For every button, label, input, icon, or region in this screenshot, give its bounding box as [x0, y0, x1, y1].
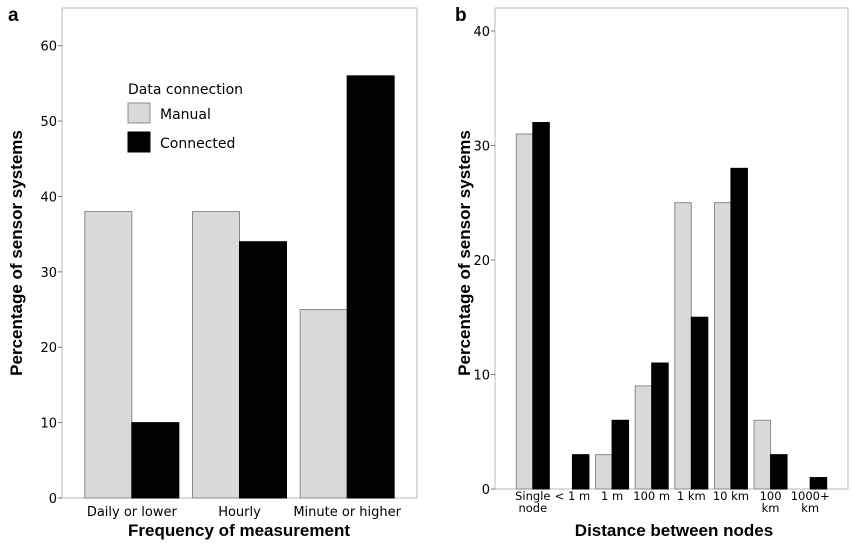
x-tick-label-line: 10 km: [713, 489, 749, 503]
y-tick-label: 40: [40, 190, 57, 205]
panel-b-chart: b Percentage of sensor systems Distance …: [455, 5, 849, 540]
panel-b-bars: [515, 122, 828, 490]
panel-a-chart: a Percentage of sensor systems Frequency…: [7, 5, 418, 540]
bar-connected: [571, 454, 590, 490]
bar-connected: [809, 477, 828, 490]
y-tick-label: 30: [473, 139, 490, 154]
x-tick-label: 100 m: [633, 489, 670, 503]
y-tick-label: 0: [49, 492, 57, 507]
bar-connected: [690, 316, 709, 490]
x-tick-label-line: 1 km: [677, 489, 706, 503]
x-tick-label-line: Single: [515, 489, 550, 503]
bar-connected: [651, 362, 669, 490]
legend-label-connected: Connected: [160, 136, 235, 152]
panel-b-letter: b: [455, 5, 467, 26]
panel-a-xlabel: Frequency of measurement: [128, 521, 350, 540]
x-tick-label: 1 km: [677, 489, 706, 503]
x-tick-label-line: 1000+: [791, 489, 830, 503]
bar-connected: [730, 167, 748, 490]
panel-a-x-ticks: Daily or lower Hourly Minute or higher: [87, 505, 402, 520]
y-tick-label: 40: [473, 25, 490, 40]
x-tick-label-line: 100: [760, 489, 782, 503]
panel-b-y-ticks: 0 10 20 30 40: [473, 25, 495, 498]
x-tick-label: < 1 m: [555, 489, 590, 503]
panel-a-legend: Data connection Manual Connected: [127, 82, 243, 153]
panel-a-y-ticks: 0 10 20 30 40 50 60: [40, 40, 62, 507]
x-tick-label-line: 100 m: [633, 489, 670, 503]
bar-connected: [131, 422, 180, 499]
x-tick-label-line: Daily or lower: [87, 505, 178, 520]
x-tick-label-line: Minute or higher: [293, 505, 401, 520]
legend-swatch-manual: [127, 102, 151, 124]
bar-connected: [532, 122, 550, 490]
legend-label-manual: Manual: [160, 107, 211, 123]
x-tick-label: Daily or lower: [87, 505, 178, 520]
bar-manual: [515, 133, 534, 490]
bar-connected: [611, 419, 630, 490]
bar-manual: [674, 202, 692, 490]
x-tick-label: 1000+ km: [791, 489, 830, 515]
x-tick-label: Minute or higher: [293, 505, 401, 520]
y-tick-label: 60: [40, 40, 57, 55]
y-tick-label: 30: [40, 266, 57, 281]
panel-a-ylabel: Percentage of sensor systems: [7, 130, 26, 376]
y-tick-label: 50: [40, 115, 57, 130]
x-tick-label-line: Hourly: [218, 505, 261, 520]
x-tick-label: 100 km: [760, 489, 782, 515]
y-tick-label: 0: [482, 483, 490, 498]
panel-a-bars: [84, 75, 395, 499]
x-tick-label-line: node: [518, 501, 547, 515]
x-tick-label-line: 1 m: [601, 489, 623, 503]
y-tick-label: 10: [473, 368, 490, 383]
panel-b-plot-frame: [494, 7, 849, 490]
bar-manual: [753, 419, 772, 490]
bar-connected: [770, 454, 788, 490]
x-tick-label: 10 km: [713, 489, 749, 503]
x-tick-label-line: < 1 m: [555, 489, 590, 503]
panel-b-xlabel: Distance between nodes: [575, 521, 773, 540]
bar-manual: [713, 202, 732, 490]
x-tick-label: Hourly: [218, 505, 261, 520]
bar-manual: [84, 211, 133, 499]
panel-b-ylabel: Percentage of sensor systems: [455, 130, 474, 376]
bar-manual: [299, 309, 348, 499]
x-tick-label: 1 m: [601, 489, 623, 503]
bar-manual: [192, 211, 240, 499]
y-tick-label: 10: [40, 417, 57, 432]
bar-connected: [239, 241, 287, 499]
y-tick-label: 20: [473, 254, 490, 269]
bar-connected: [346, 75, 395, 499]
panel-a-letter: a: [8, 5, 19, 26]
x-tick-label-line: km: [801, 501, 819, 515]
x-tick-label-line: km: [762, 501, 780, 515]
x-tick-label: Single node: [515, 489, 550, 515]
bar-manual: [595, 454, 613, 490]
legend-title: Data connection: [128, 82, 243, 98]
legend-swatch-connected: [127, 131, 151, 153]
bar-manual: [634, 385, 653, 490]
y-tick-label: 20: [40, 341, 57, 356]
